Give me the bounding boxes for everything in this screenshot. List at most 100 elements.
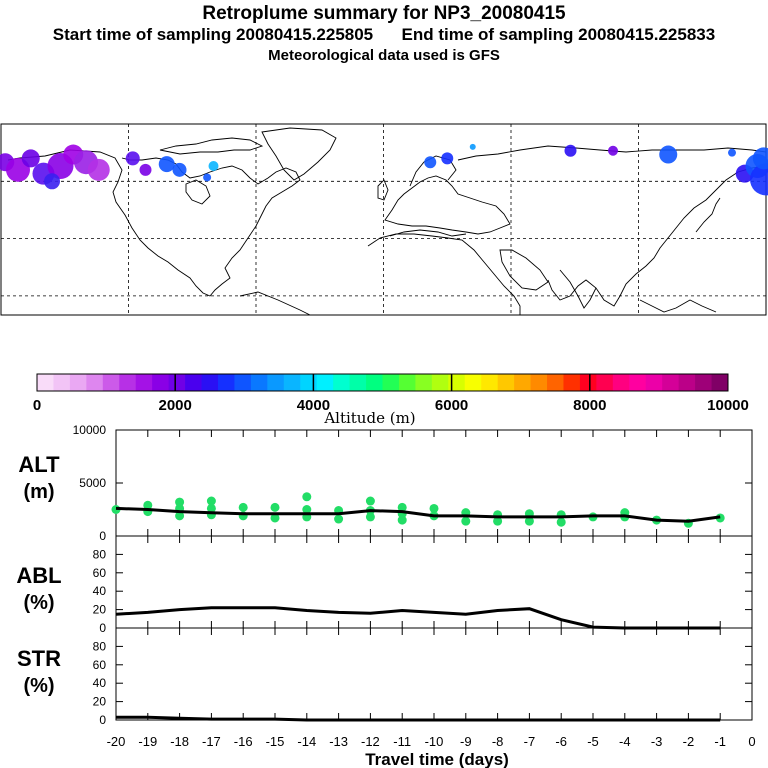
colorbar-cell (612, 374, 630, 391)
plume-point (397, 515, 407, 525)
plume-point (206, 503, 216, 513)
series-line (115, 506, 721, 523)
colorbar-cell (250, 374, 268, 391)
plume-point (270, 502, 280, 512)
colorbar-cell (530, 374, 548, 391)
colorbar-tick-label: 0 (33, 397, 41, 414)
hudson-bay-coast (185, 179, 211, 205)
colorbar-cell (333, 374, 350, 391)
plume-marker (21, 149, 40, 168)
plume-marker (608, 145, 618, 156)
plume-marker (158, 156, 175, 173)
colorbar-cell (217, 374, 235, 391)
colorbar-cell (283, 374, 301, 391)
plume-point (334, 514, 344, 524)
plume-marker (208, 161, 219, 172)
colorbar-cell (695, 374, 712, 391)
plume-marker (441, 152, 454, 165)
panel-unit-label: (m) (23, 481, 54, 503)
y-tick-label: 0 (99, 621, 106, 635)
y-tick-label: 10000 (73, 423, 107, 437)
panel-unit-label: (%) (23, 592, 54, 614)
x-tick-label: -5 (587, 734, 599, 749)
colorbar-cell (596, 374, 614, 391)
colorbar-cell (398, 374, 416, 391)
plume-marker (203, 173, 212, 182)
y-tick-label: 0 (99, 713, 106, 727)
plume-point (493, 516, 503, 526)
panel-alt: ALT (m) 0 5000 10000 (18, 423, 753, 543)
colorbar-tick-label: 8000 (573, 397, 606, 414)
colorbar-cell (300, 374, 318, 391)
altitude-colorbar: 0 2000 4000 6000 8000 10000 Altitude (m) (33, 373, 749, 427)
plume-markers (0, 143, 768, 196)
uk-coast (377, 179, 389, 201)
plume-marker (172, 162, 187, 177)
met-data-label: Meteorological data used is GFS (268, 47, 500, 64)
colorbar-cell (629, 374, 647, 391)
x-tick-label: -17 (202, 734, 221, 749)
x-tick-label: -2 (683, 734, 695, 749)
colorbar-cell (152, 374, 170, 391)
colorbar-cell (448, 374, 466, 391)
x-tick-label: -12 (361, 734, 380, 749)
colorbar-frame (36, 373, 729, 392)
africa-coast (367, 233, 521, 315)
world-map (0, 123, 768, 316)
x-tick-label: -4 (619, 734, 631, 749)
colorbar-cell (86, 374, 104, 391)
colorbar-cell (514, 374, 531, 391)
colorbar-cell (349, 374, 367, 391)
y-tick-label: 80 (93, 547, 107, 561)
greenland-coast (261, 127, 337, 181)
x-tick-label: -15 (266, 734, 285, 749)
colorbar-cell (662, 374, 680, 391)
y-tick-label: 40 (93, 676, 107, 690)
colorbar-cell (119, 374, 137, 391)
panel-frame (115, 627, 753, 721)
maritime-asia-coast (639, 299, 717, 313)
plume-marker (125, 151, 140, 166)
plume-marker (87, 158, 110, 181)
plume-point (175, 497, 185, 507)
start-time-label: Start time of sampling 20080415.225805 (52, 25, 374, 44)
colorbar-cell (53, 374, 71, 391)
japan-coast (695, 197, 721, 233)
x-axis-title: Travel time (days) (365, 750, 509, 768)
y-tick-label: 40 (93, 584, 107, 598)
colorbar-cell (201, 374, 219, 391)
colorbar-cell (102, 374, 120, 391)
colorbar-tick-label: 2000 (159, 397, 192, 414)
sampling-times: Start time of sampling 20080415.225805 E… (0, 25, 768, 45)
colorbar-cell (316, 374, 334, 391)
plume-point (238, 502, 248, 512)
colorbar-tick-label: 4000 (297, 397, 330, 414)
plume-marker (659, 145, 678, 164)
plume-marker (469, 143, 476, 150)
mediterranean-coast (389, 229, 467, 237)
colorbar-cells (37, 374, 729, 391)
europe-coast (384, 175, 511, 235)
south-america-coast (239, 291, 311, 316)
plume-point (429, 503, 439, 513)
panel-unit-label: (%) (23, 675, 54, 697)
x-tick-label: -19 (138, 734, 157, 749)
colorbar-cell (563, 374, 581, 391)
panel-label: STR (17, 646, 61, 671)
colorbar-cell (547, 374, 564, 391)
colorbar-cell (678, 374, 696, 391)
colorbar-cell (415, 374, 433, 391)
colorbar-cell (579, 374, 597, 391)
arabia-coast (499, 249, 549, 291)
plume-marker (752, 147, 768, 170)
colorbar-cell (135, 374, 153, 391)
end-time-label: End time of sampling 20080415.225833 (401, 25, 716, 44)
colorbar-cell (464, 374, 482, 391)
plume-marker (728, 148, 736, 157)
panel-label: ABL (16, 563, 61, 588)
north-america-coast (7, 149, 301, 297)
x-tick-label: -9 (460, 734, 472, 749)
colorbar-cell (366, 374, 383, 391)
plume-point (175, 511, 185, 521)
